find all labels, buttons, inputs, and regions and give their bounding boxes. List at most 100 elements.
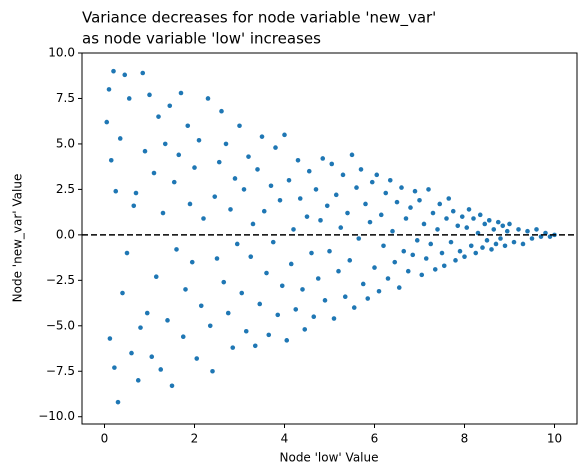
point — [381, 243, 386, 249]
point — [441, 263, 447, 269]
point — [525, 228, 530, 234]
point — [410, 252, 416, 258]
point — [446, 196, 452, 201]
point — [246, 154, 251, 159]
point — [252, 343, 258, 349]
point — [322, 298, 328, 303]
point — [482, 221, 488, 227]
point — [264, 270, 269, 276]
point — [419, 272, 425, 278]
x-tick-label: 4 — [281, 432, 289, 446]
point — [167, 103, 173, 109]
point — [473, 250, 479, 256]
point — [432, 267, 438, 272]
point — [489, 247, 494, 252]
point — [160, 210, 166, 216]
point — [216, 159, 222, 165]
point — [169, 383, 175, 389]
point — [194, 356, 200, 361]
y-tick-label: 2.5 — [56, 182, 75, 196]
point — [457, 248, 463, 254]
point — [401, 248, 407, 254]
point — [477, 212, 483, 218]
point — [320, 156, 326, 161]
point — [534, 227, 539, 232]
point — [241, 187, 247, 192]
point — [500, 223, 506, 229]
point — [374, 172, 380, 178]
point — [282, 132, 287, 138]
point — [459, 214, 465, 219]
point — [369, 179, 375, 185]
point — [117, 136, 123, 141]
point — [255, 167, 260, 172]
point — [396, 285, 402, 290]
point — [239, 290, 245, 296]
point — [261, 208, 267, 214]
y-tick-label: −7.5 — [46, 364, 75, 378]
point — [360, 281, 366, 287]
x-tick-label: 8 — [461, 432, 469, 446]
point — [268, 183, 274, 189]
point — [372, 265, 377, 270]
point — [187, 201, 193, 207]
y-tick-label: −5.0 — [46, 318, 75, 332]
point — [448, 239, 454, 245]
point — [383, 190, 389, 196]
point — [248, 254, 254, 259]
point — [471, 216, 476, 221]
point — [468, 243, 474, 249]
x-axis-label: Node 'low' Value — [280, 451, 379, 465]
point — [297, 196, 303, 201]
point — [408, 205, 413, 210]
point — [491, 227, 497, 232]
point — [455, 223, 461, 229]
point — [221, 279, 227, 285]
point — [210, 368, 215, 374]
point — [439, 250, 445, 256]
point — [421, 221, 427, 227]
point — [311, 314, 317, 320]
point — [340, 172, 346, 178]
point — [300, 287, 305, 292]
point — [250, 221, 256, 227]
point — [192, 165, 197, 170]
point — [327, 248, 332, 254]
y-tick-label: 10.0 — [48, 46, 75, 60]
point — [214, 256, 220, 261]
point — [392, 259, 398, 265]
point — [108, 157, 114, 163]
point — [511, 239, 517, 245]
point — [106, 87, 112, 92]
point — [435, 227, 440, 232]
point — [336, 268, 341, 274]
point — [273, 145, 278, 150]
point — [196, 137, 202, 143]
point — [329, 161, 335, 167]
point — [131, 203, 137, 209]
x-tick-label: 2 — [191, 432, 199, 446]
point — [284, 338, 290, 343]
point — [198, 303, 204, 309]
point — [502, 243, 508, 249]
point — [288, 261, 294, 267]
point — [107, 336, 113, 341]
point — [315, 276, 321, 281]
point — [142, 148, 148, 154]
point — [212, 194, 218, 199]
point — [104, 119, 110, 125]
point — [466, 207, 472, 212]
point — [363, 201, 368, 207]
y-axis-label: Node 'new_var' Value — [11, 174, 25, 303]
point — [403, 216, 409, 221]
point — [234, 241, 240, 247]
point — [302, 327, 308, 332]
point — [345, 210, 350, 216]
point — [205, 96, 211, 101]
x-tick-label: 10 — [547, 432, 562, 446]
point — [140, 70, 146, 76]
point — [135, 378, 141, 383]
point — [207, 323, 213, 329]
point — [232, 176, 238, 181]
point — [333, 192, 339, 198]
